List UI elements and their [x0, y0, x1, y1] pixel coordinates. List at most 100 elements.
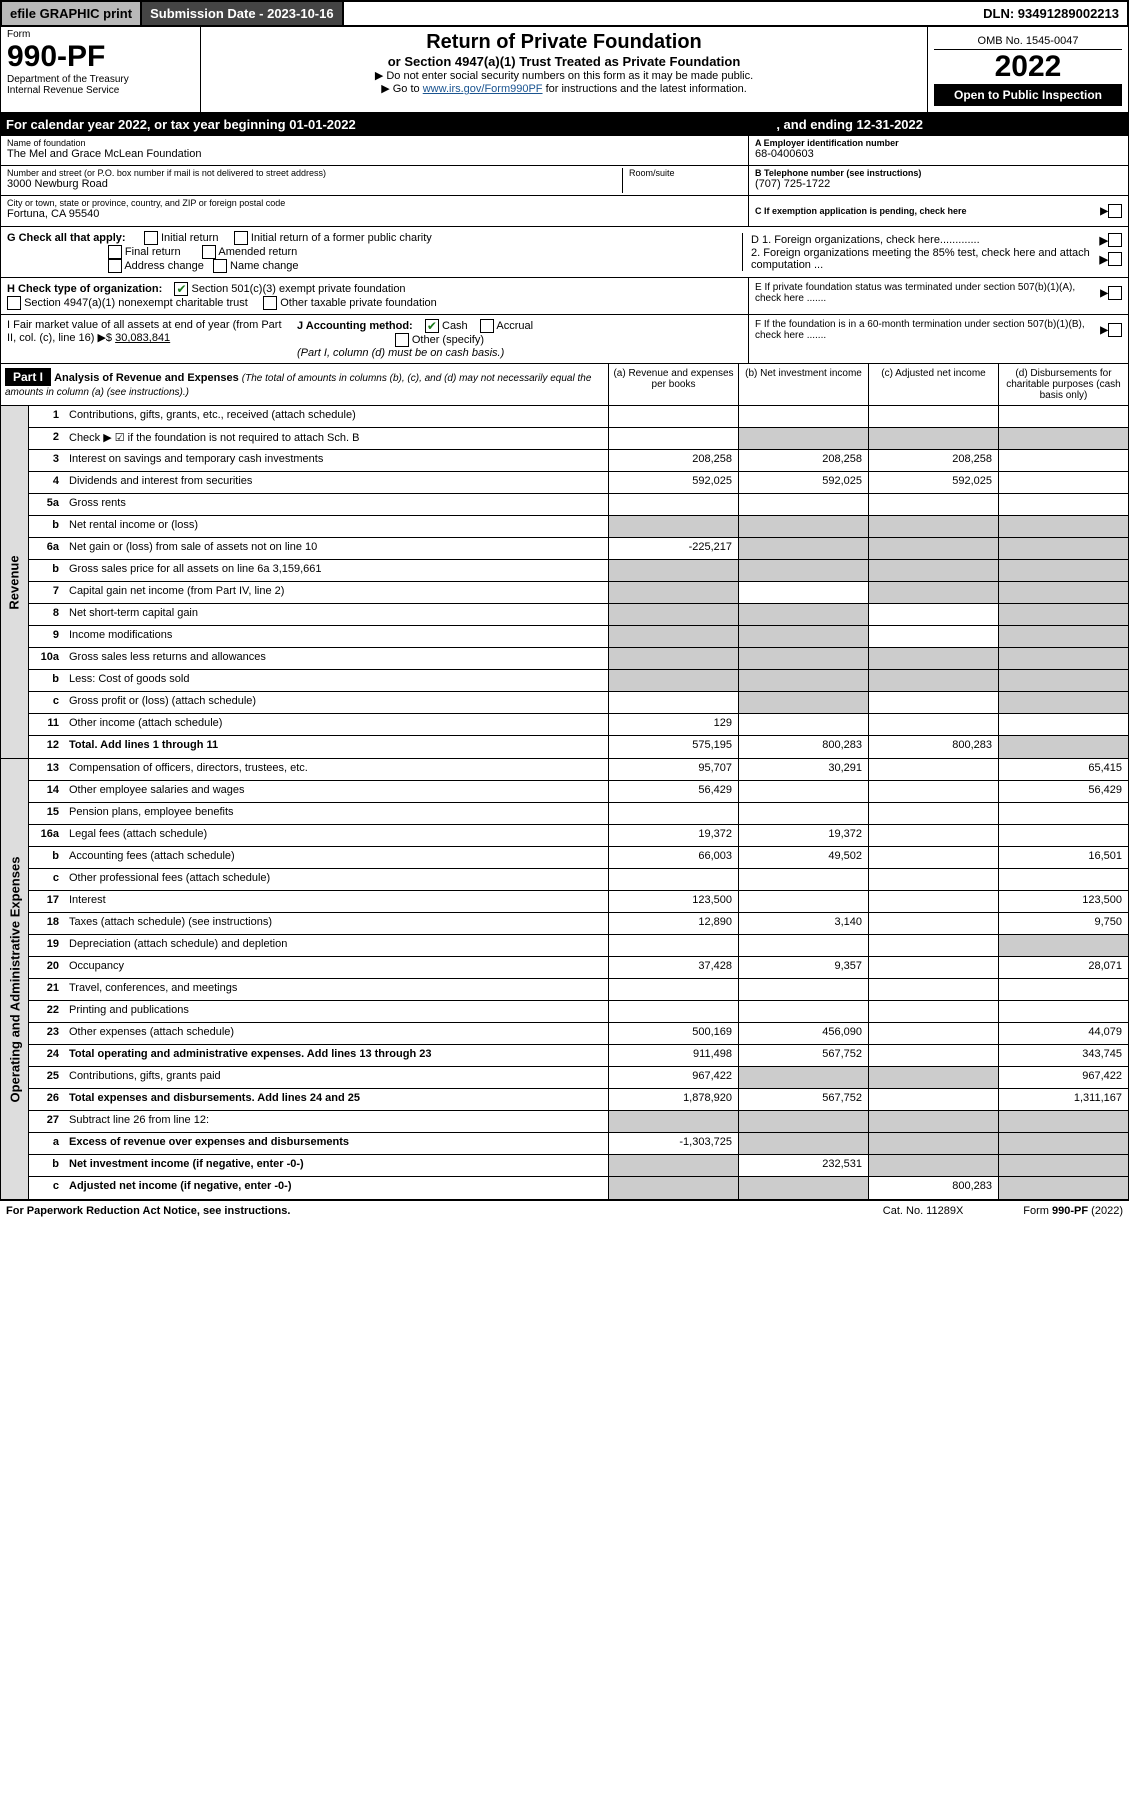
- line-description: Travel, conferences, and meetings: [67, 979, 608, 1000]
- table-row: 20Occupancy37,4289,35728,071: [29, 957, 1128, 979]
- amount-cell: [868, 1023, 998, 1044]
- line-number: c: [29, 869, 67, 890]
- instruction-2: ▶ Go to www.irs.gov/Form990PF for instru…: [205, 82, 923, 95]
- table-row: 17Interest123,500123,500: [29, 891, 1128, 913]
- amount-cell: [868, 516, 998, 537]
- amount-cell: [738, 1001, 868, 1022]
- amount-cell: 800,283: [738, 736, 868, 758]
- line-description: Net gain or (loss) from sale of assets n…: [67, 538, 608, 559]
- amount-cell: 56,429: [998, 781, 1128, 802]
- amount-cell: [998, 406, 1128, 427]
- revenue-side-label: Revenue: [1, 406, 29, 758]
- amount-cell: [738, 538, 868, 559]
- amount-cell: [868, 604, 998, 625]
- line-number: 4: [29, 472, 67, 493]
- line-number: 13: [29, 759, 67, 780]
- table-row: 8Net short-term capital gain: [29, 604, 1128, 626]
- amount-cell: [998, 472, 1128, 493]
- amount-cell: 28,071: [998, 957, 1128, 978]
- amount-cell: [868, 825, 998, 846]
- table-row: 25Contributions, gifts, grants paid967,4…: [29, 1067, 1128, 1089]
- g-label: G Check all that apply:: [7, 232, 126, 244]
- line-description: Gross rents: [67, 494, 608, 515]
- catalog-number: Cat. No. 11289X: [883, 1205, 964, 1217]
- phone-label: B Telephone number (see instructions): [755, 168, 1122, 178]
- amount-cell: 592,025: [738, 472, 868, 493]
- irs-link[interactable]: www.irs.gov/Form990PF: [423, 83, 543, 95]
- amount-cell: 19,372: [738, 825, 868, 846]
- line-description: Other professional fees (attach schedule…: [67, 869, 608, 890]
- g-amended-checkbox[interactable]: [202, 245, 216, 259]
- amount-cell: [608, 604, 738, 625]
- amount-cell: [868, 538, 998, 559]
- j-other-label: Other (specify): [412, 334, 484, 346]
- amount-cell: [738, 891, 868, 912]
- d2-checkbox[interactable]: [1108, 252, 1122, 266]
- amount-cell: [868, 1067, 998, 1088]
- omb-number: OMB No. 1545-0047: [934, 33, 1122, 50]
- amount-cell: [998, 494, 1128, 515]
- paperwork-notice: For Paperwork Reduction Act Notice, see …: [6, 1205, 290, 1217]
- f-checkbox[interactable]: [1108, 323, 1122, 337]
- d2-label: 2. Foreign organizations meeting the 85%…: [751, 247, 1100, 271]
- amount-cell: [998, 560, 1128, 581]
- g-initial-return-checkbox[interactable]: [144, 231, 158, 245]
- amount-cell: [998, 803, 1128, 824]
- h-other-label: Other taxable private foundation: [280, 297, 437, 309]
- j-cash-checkbox[interactable]: [425, 319, 439, 333]
- g-address-change-checkbox[interactable]: [108, 259, 122, 273]
- amount-cell: [998, 692, 1128, 713]
- amount-cell: [608, 869, 738, 890]
- g-final-return-checkbox[interactable]: [108, 245, 122, 259]
- line-description: Gross profit or (loss) (attach schedule): [67, 692, 608, 713]
- amount-cell: [868, 648, 998, 669]
- form-header: Form 990-PF Department of the Treasury I…: [0, 27, 1129, 113]
- amount-cell: 800,283: [868, 1177, 998, 1199]
- amount-cell: [998, 825, 1128, 846]
- room-label: Room/suite: [629, 168, 742, 178]
- amount-cell: 1,311,167: [998, 1089, 1128, 1110]
- amount-cell: [738, 803, 868, 824]
- line-description: Excess of revenue over expenses and disb…: [67, 1133, 608, 1154]
- table-row: 6aNet gain or (loss) from sale of assets…: [29, 538, 1128, 560]
- street-address: 3000 Newburg Road: [7, 178, 622, 190]
- h-other-checkbox[interactable]: [263, 296, 277, 310]
- amount-cell: [998, 1001, 1128, 1022]
- form-title: Return of Private Foundation: [205, 31, 923, 54]
- amount-cell: [998, 648, 1128, 669]
- amount-cell: 967,422: [998, 1067, 1128, 1088]
- amount-cell: [868, 714, 998, 735]
- table-row: cGross profit or (loss) (attach schedule…: [29, 692, 1128, 714]
- h-4947-checkbox[interactable]: [7, 296, 21, 310]
- line-number: b: [29, 847, 67, 868]
- amount-cell: [868, 803, 998, 824]
- table-row: cOther professional fees (attach schedul…: [29, 869, 1128, 891]
- amount-cell: [738, 604, 868, 625]
- j-other-checkbox[interactable]: [395, 333, 409, 347]
- exemption-checkbox[interactable]: [1108, 204, 1122, 218]
- h-501c3-checkbox[interactable]: [174, 282, 188, 296]
- amount-cell: [998, 450, 1128, 471]
- d1-checkbox[interactable]: [1108, 233, 1122, 247]
- amount-cell: 95,707: [608, 759, 738, 780]
- line-description: Other expenses (attach schedule): [67, 1023, 608, 1044]
- j-accrual-checkbox[interactable]: [480, 319, 494, 333]
- j-note: (Part I, column (d) must be on cash basi…: [297, 347, 504, 359]
- amount-cell: [868, 759, 998, 780]
- e-checkbox[interactable]: [1108, 286, 1122, 300]
- g-name-change-checkbox[interactable]: [213, 259, 227, 273]
- efile-label[interactable]: efile GRAPHIC print: [2, 2, 142, 25]
- amount-cell: 592,025: [868, 472, 998, 493]
- line-description: Income modifications: [67, 626, 608, 647]
- g-initial-former-checkbox[interactable]: [234, 231, 248, 245]
- line-number: 11: [29, 714, 67, 735]
- table-row: 9Income modifications: [29, 626, 1128, 648]
- table-row: 13Compensation of officers, directors, t…: [29, 759, 1128, 781]
- page-footer: For Paperwork Reduction Act Notice, see …: [0, 1200, 1129, 1221]
- line-number: 6a: [29, 538, 67, 559]
- amount-cell: [998, 979, 1128, 1000]
- line-description: Gross sales price for all assets on line…: [67, 560, 608, 581]
- section-h: H Check type of organization: Section 50…: [0, 278, 1129, 315]
- amount-cell: [738, 1111, 868, 1132]
- table-row: 3Interest on savings and temporary cash …: [29, 450, 1128, 472]
